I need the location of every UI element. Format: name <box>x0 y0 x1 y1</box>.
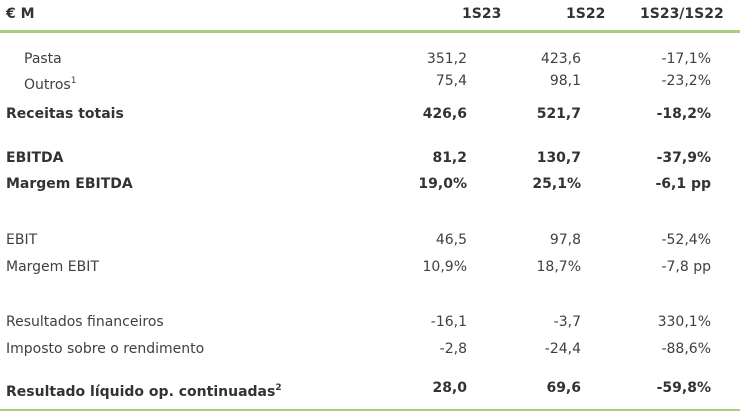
row-value: -23,2% <box>661 73 711 89</box>
row-label: Receitas totais <box>6 104 124 124</box>
row-value: -16,1 <box>430 314 467 330</box>
row-value: -52,4% <box>661 232 711 248</box>
row-value: -18,2% <box>656 106 711 122</box>
label-text: Outros <box>24 77 71 93</box>
label-text: Receitas totais <box>6 106 124 122</box>
label-text: EBIT <box>6 232 38 248</box>
header-rule <box>0 30 740 33</box>
row-value: 25,1% <box>532 176 581 192</box>
row-value: -17,1% <box>661 51 711 67</box>
label-text: EBITDA <box>6 150 64 166</box>
row-label: Imposto sobre o rendimento <box>6 339 204 359</box>
row-value: -59,8% <box>656 380 711 396</box>
row-value: 18,7% <box>536 259 581 275</box>
row-value: 97,8 <box>549 232 581 248</box>
label-text: Margem EBITDA <box>6 176 133 192</box>
row-value: 75,4 <box>435 73 467 89</box>
label-text: Pasta <box>24 51 62 67</box>
label-text: Resultado líquido op. continuadas <box>6 384 276 400</box>
row-value: 426,6 <box>422 106 467 122</box>
footnote-mark: 1 <box>70 76 77 86</box>
row-label: Margem EBIT <box>6 257 99 277</box>
row-value: -2,8 <box>439 341 467 357</box>
row-value: -6,1 pp <box>655 176 711 192</box>
row-value: -24,4 <box>544 341 581 357</box>
footer-rule <box>0 409 740 411</box>
row-value: 69,6 <box>546 380 581 396</box>
row-value: 10,9% <box>422 259 467 275</box>
row-label: Resultado líquido op. continuadas2 <box>6 378 282 402</box>
row-value: 330,1% <box>657 314 711 330</box>
row-value: 28,0 <box>432 380 467 396</box>
row-label: Margem EBITDA <box>6 174 133 194</box>
column-header: 1S23/1S22 <box>640 6 724 22</box>
row-value: 81,2 <box>432 150 467 166</box>
row-label: Resultados financeiros <box>6 312 164 332</box>
row-value: 19,0% <box>418 176 467 192</box>
row-value: 351,2 <box>426 51 467 67</box>
row-label: EBIT <box>6 230 37 250</box>
row-value: 130,7 <box>536 150 581 166</box>
header-label: € M <box>6 6 35 22</box>
column-header: 1S23 <box>462 6 502 22</box>
row-value: 423,6 <box>540 51 581 67</box>
label-text: Resultados financeiros <box>6 314 164 330</box>
row-label: Pasta <box>24 49 62 69</box>
row-label: Outros1 <box>24 71 76 95</box>
row-value: -88,6% <box>661 341 711 357</box>
row-value: -3,7 <box>553 314 581 330</box>
column-header: 1S22 <box>566 6 606 22</box>
label-text: Imposto sobre o rendimento <box>6 341 205 357</box>
row-value: -7,8 pp <box>661 259 711 275</box>
row-value: -37,9% <box>656 150 711 166</box>
label-text: Margem EBIT <box>6 259 99 275</box>
row-value: 98,1 <box>549 73 581 89</box>
footnote-mark: 2 <box>275 383 282 393</box>
row-value: 521,7 <box>536 106 581 122</box>
row-label: EBITDA <box>6 148 63 168</box>
row-value: 46,5 <box>435 232 467 248</box>
